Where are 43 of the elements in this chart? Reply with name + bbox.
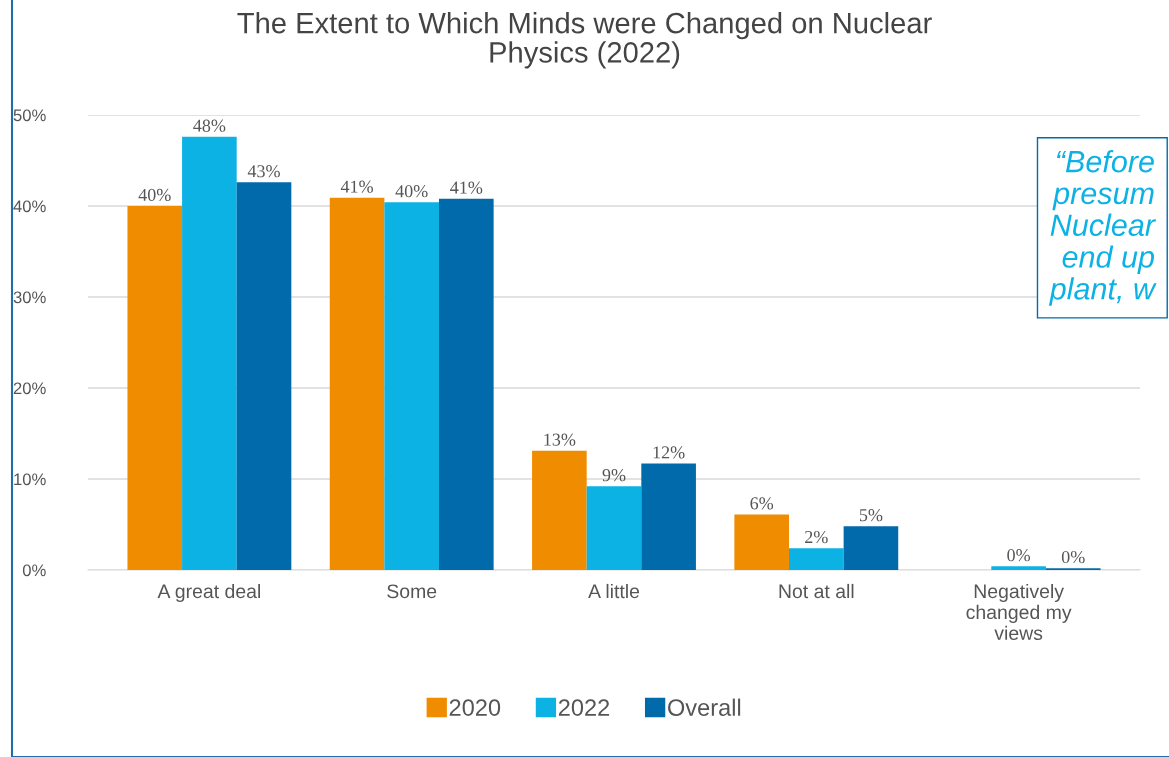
data-label: 2% — [805, 530, 828, 544]
data-label: 41% — [340, 180, 373, 193]
bar — [236, 182, 292, 570]
y-tick-label: 20% — [13, 382, 46, 395]
data-label: 13% — [544, 433, 576, 446]
data-label: 40% — [395, 185, 428, 198]
bar — [991, 566, 1046, 570]
x-tick-label: Not at all — [779, 583, 854, 599]
annotation: “Before presum Nuclear end up plant, w — [1048, 150, 1157, 306]
bar — [439, 198, 494, 570]
data-label: 48% — [193, 119, 226, 132]
chart-title: The Extent to Which Minds were Changed on Nuclear Physics (2022) — [237, 12, 932, 69]
data-label: 5% — [859, 509, 883, 522]
data-label: 43% — [247, 165, 280, 178]
bar — [182, 136, 237, 570]
bar — [843, 526, 899, 570]
x-tick-label: Negatively changed my views — [966, 583, 1072, 641]
y-tick-label: 30% — [13, 291, 46, 304]
data-label: 41% — [450, 181, 483, 194]
legend-label: 2022 — [558, 699, 610, 716]
bar — [329, 197, 385, 570]
bar — [641, 463, 696, 570]
data-label: 9% — [602, 469, 626, 482]
y-tick-label: 10% — [14, 473, 46, 486]
bar — [127, 206, 183, 570]
y-tick-label: 0% — [22, 564, 46, 577]
data-label: 0% — [1061, 550, 1085, 564]
x-tick-label: Some — [387, 584, 437, 599]
bar — [789, 548, 844, 570]
bar — [384, 202, 439, 570]
data-label: 40% — [138, 188, 171, 201]
data-label: 12% — [653, 446, 685, 459]
y-tick-label: 50% — [13, 109, 46, 122]
bar — [734, 514, 789, 570]
bar — [586, 486, 642, 570]
data-label: 6% — [750, 497, 774, 510]
legend-label: Overall — [668, 698, 741, 716]
x-tick-label: A great deal — [157, 583, 260, 603]
y-tick-label: 40% — [13, 200, 46, 213]
bar — [532, 450, 587, 570]
data-label: 0% — [1007, 549, 1031, 562]
x-tick-label: A little — [588, 583, 640, 599]
legend-label: 2020 — [449, 699, 501, 716]
